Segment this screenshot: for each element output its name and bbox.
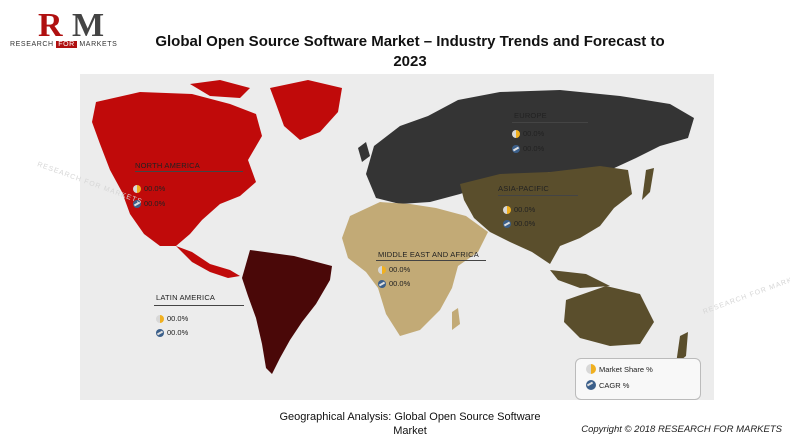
market-share-value: 00.0% (167, 314, 189, 323)
caption-line-1: Geographical Analysis: Global Open Sourc… (279, 411, 541, 423)
region-southeast-asia-islands (550, 270, 610, 288)
title-line-2: 2023 (393, 53, 427, 70)
north-america-market-share: 00.0% (133, 184, 165, 193)
world-map (92, 80, 694, 374)
market-share-value: 00.0% (514, 205, 536, 214)
region-madagascar (452, 308, 460, 330)
region-north-america-arctic (190, 80, 250, 98)
legend-cagr: CAGR % (586, 380, 629, 390)
world-map-panel (80, 74, 714, 400)
rm-logo-mark: R M (38, 7, 104, 40)
market-share-value: 00.0% (523, 129, 545, 138)
region-new-zealand (676, 332, 688, 364)
region-australia (564, 286, 654, 346)
pie-chart-icon (133, 184, 141, 193)
north-america-cagr: 00.0% (133, 199, 165, 208)
cagr-trend-icon (133, 199, 141, 208)
pie-chart-icon (503, 205, 511, 214)
region-underline (135, 171, 243, 172)
cagr-trend-icon (156, 328, 164, 337)
watermark-right: RESEARCH FOR MARKETS (702, 271, 790, 316)
cagr-trend-icon (512, 144, 520, 153)
pie-chart-icon (378, 265, 386, 274)
region-label-europe: EUROPE (514, 111, 547, 120)
legend-market-share: Market Share % (586, 364, 653, 374)
region-label-north-america: NORTH AMERICA (135, 161, 200, 170)
cagr-value: 00.0% (514, 219, 536, 228)
cagr-trend-icon (378, 279, 386, 288)
cagr-value: 00.0% (167, 328, 189, 337)
legend-cagr-label: CAGR % (599, 380, 630, 390)
region-japan (642, 168, 654, 200)
asia-pacific-market-share: 00.0% (503, 205, 535, 214)
pie-chart-icon (156, 314, 164, 323)
region-label-latin-america: LATIN AMERICA (156, 293, 216, 302)
cagr-trend-icon (586, 380, 596, 390)
company-logo: R M RESEARCH FOR MARKETS (10, 6, 130, 50)
legend-market-share-label: Market Share % (599, 364, 653, 374)
cagr-value: 00.0% (389, 279, 411, 288)
map-legend: Market Share % CAGR % (575, 358, 701, 400)
latin-america-cagr: 00.0% (156, 328, 188, 337)
pie-chart-icon (586, 364, 596, 374)
caption-line-2: Market (393, 425, 427, 437)
region-underline (376, 260, 486, 261)
region-latin-america-shape (242, 250, 332, 374)
market-share-value: 00.0% (389, 265, 411, 274)
region-north-america-shape (92, 92, 262, 246)
page-title: Global Open Source Software Market – Ind… (140, 32, 680, 72)
title-line-1: Global Open Source Software Market – Ind… (155, 33, 665, 50)
middle-east-africa-market-share: 00.0% (378, 265, 410, 274)
copyright-notice: Copyright © 2018 RESEARCH FOR MARKETS (581, 424, 782, 435)
figure-caption: Geographical Analysis: Global Open Sourc… (255, 410, 565, 438)
svg-text:R: R (38, 7, 63, 40)
cagr-value: 00.0% (144, 199, 166, 208)
europe-market-share: 00.0% (512, 129, 544, 138)
region-middle-east-africa-shape (342, 202, 488, 336)
cagr-trend-icon (503, 219, 511, 228)
middle-east-africa-cagr: 00.0% (378, 279, 410, 288)
region-underline (498, 195, 578, 196)
logo-word-research: RESEARCH (10, 41, 54, 48)
pie-chart-icon (512, 129, 520, 138)
region-central-america-shape (176, 246, 240, 278)
europe-cagr: 00.0% (512, 144, 544, 153)
market-share-value: 00.0% (144, 184, 166, 193)
region-underline (512, 122, 588, 123)
region-europe-uk (358, 142, 370, 162)
region-label-asia-pacific: ASIA-PACIFIC (498, 184, 550, 193)
logo-word-for: FOR (56, 41, 77, 48)
region-underline (154, 305, 244, 306)
region-europe-shape (366, 90, 694, 204)
cagr-value: 00.0% (523, 144, 545, 153)
region-label-middle-east-africa: MIDDLE EAST AND AFRICA (378, 250, 479, 259)
region-north-america-greenland (270, 80, 342, 140)
region-asia-pacific-shape (460, 166, 632, 264)
svg-text:M: M (72, 7, 104, 40)
latin-america-market-share: 00.0% (156, 314, 188, 323)
asia-pacific-cagr: 00.0% (503, 219, 535, 228)
logo-subtitle: RESEARCH FOR MARKETS (10, 41, 117, 48)
logo-word-markets: MARKETS (79, 41, 118, 48)
